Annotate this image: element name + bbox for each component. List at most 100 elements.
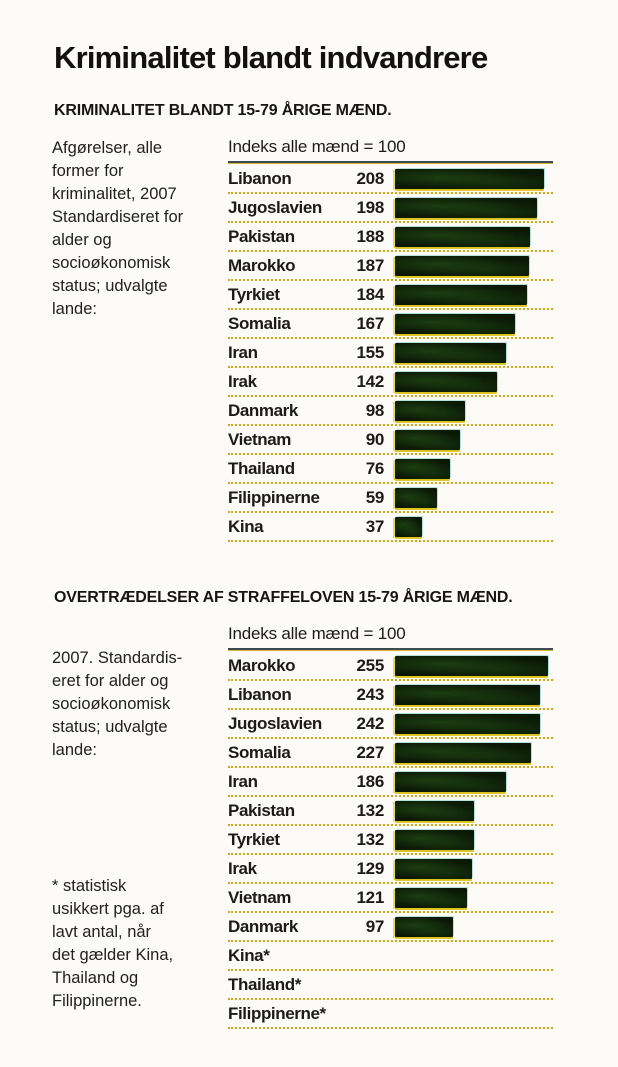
row-value: 59 — [365, 487, 385, 507]
row-country-label: Filippinerne* — [228, 1003, 326, 1023]
chart-2-axis-header: Indeks alle mænd = 100 — [228, 624, 406, 643]
row-country-label: Vietnam — [228, 887, 292, 907]
row-value: 255 — [356, 655, 385, 675]
row-bar-zone — [395, 945, 553, 966]
chart-1-rows: Libanon 208 Jugoslavien 198 Pakistan 188… — [228, 165, 553, 542]
row-value: 129 — [356, 858, 385, 878]
row-bar — [395, 256, 530, 276]
chart-2-rows: Marokko 255 Libanon 243 Jugoslavien 242 … — [228, 652, 553, 1029]
row-bar-zone — [395, 400, 553, 421]
row-value: 98 — [365, 400, 385, 420]
row-bar-zone — [395, 226, 553, 247]
page-title: Kriminalitet blandt indvandrere — [54, 40, 488, 75]
row-country-label: Kina* — [228, 945, 270, 965]
chart-2: Indeks alle mænd = 100 Marokko 255 Liban… — [228, 624, 553, 1029]
row-bar-zone — [395, 429, 553, 450]
section-spacer — [52, 542, 566, 589]
row-country-label: Somalia — [228, 313, 291, 333]
row-bar-zone — [395, 771, 553, 792]
table-row: Thailand* — [228, 971, 553, 1000]
row-bar — [395, 743, 531, 763]
row-bar — [395, 314, 515, 334]
chart-2-sidebar-note: 2007. Standardis- eret for alder og soci… — [52, 649, 183, 759]
row-country-label: Tyrkiet — [228, 829, 280, 849]
row-bar-zone — [395, 974, 553, 995]
row-country-label: Vietnam — [228, 429, 292, 449]
table-row: Pakistan 132 — [228, 797, 553, 826]
row-bar — [395, 488, 438, 508]
row-value: 142 — [356, 371, 385, 391]
row-value: 184 — [356, 284, 385, 304]
row-bar — [395, 459, 450, 479]
row-value: 187 — [356, 255, 385, 275]
chart-1-block: Afgørelser, alle former for kriminalitet… — [52, 137, 566, 542]
row-bar — [395, 343, 507, 363]
table-row: Libanon 243 — [228, 681, 553, 710]
row-bar-zone — [395, 742, 553, 763]
table-row: Marokko 187 — [228, 252, 553, 281]
row-bar — [395, 830, 474, 850]
row-bar — [395, 801, 474, 821]
row-bar — [395, 859, 473, 879]
row-bar-zone — [395, 829, 553, 850]
row-bar — [395, 714, 540, 734]
table-row: Tyrkiet 184 — [228, 281, 553, 310]
row-value: 155 — [356, 342, 385, 362]
chart-2-footnote: * statistisk usikkert pga. af lavt antal… — [52, 877, 174, 1010]
table-row: Filippinerne* — [228, 1000, 553, 1029]
row-bar-zone — [395, 516, 553, 537]
row-country-label: Irak — [228, 858, 257, 878]
row-bar-zone — [395, 858, 553, 879]
chart-1: Indeks alle mænd = 100 Libanon 208 Jugos… — [228, 137, 553, 542]
row-country-label: Filippinerne — [228, 487, 320, 507]
infographic: Kriminalitet blandt indvandrere KRIMINAL… — [52, 40, 566, 1036]
row-bar-zone — [395, 887, 553, 908]
row-bar-zone — [395, 342, 553, 363]
row-bar-zone — [395, 284, 553, 305]
row-bar — [395, 917, 454, 937]
row-value: 132 — [356, 800, 385, 820]
row-country-label: Pakistan — [228, 800, 295, 820]
chart-2-block: 2007. Standardis- eret for alder og soci… — [52, 624, 566, 1036]
row-value: 243 — [356, 684, 385, 704]
table-row: Jugoslavien 242 — [228, 710, 553, 739]
row-bar — [395, 430, 460, 450]
row-country-label: Pakistan — [228, 226, 295, 246]
row-bar — [395, 401, 466, 421]
row-country-label: Danmark — [228, 916, 298, 936]
row-value: 97 — [365, 916, 385, 936]
section-2-heading: OVERTRÆDELSER AF STRAFFELOVEN 15-79 ÅRIG… — [54, 589, 513, 606]
table-row: Iran 186 — [228, 768, 553, 797]
table-row: Somalia 227 — [228, 739, 553, 768]
row-bar-zone — [395, 713, 553, 734]
table-row: Irak 142 — [228, 368, 553, 397]
row-value: 90 — [365, 429, 385, 449]
row-bar-zone — [395, 197, 553, 218]
row-bar — [395, 656, 548, 676]
chart-1-sidebar-note: Afgørelser, alle former for kriminalitet… — [52, 139, 184, 318]
row-bar — [395, 517, 422, 537]
row-value: 76 — [365, 458, 385, 478]
row-value: 198 — [356, 197, 385, 217]
row-country-label: Jugoslavien — [228, 197, 322, 217]
table-row: Danmark 98 — [228, 397, 553, 426]
row-bar-zone — [395, 487, 553, 508]
row-value: 37 — [365, 516, 385, 536]
row-bar — [395, 372, 497, 392]
table-row: Pakistan 188 — [228, 223, 553, 252]
row-country-label: Iran — [228, 771, 258, 791]
row-value: 186 — [356, 771, 385, 791]
row-country-label: Kina — [228, 516, 264, 536]
row-country-label: Irak — [228, 371, 257, 391]
section-1-heading: KRIMINALITET BLANDT 15-79 ÅRIGE MÆND. — [54, 102, 392, 119]
row-bar-zone — [395, 371, 553, 392]
row-bar — [395, 285, 528, 305]
chart-2-sidebar: 2007. Standardis- eret for alder og soci… — [52, 624, 228, 1036]
table-row: Marokko 255 — [228, 652, 553, 681]
table-row: Kina 37 — [228, 513, 553, 542]
table-row: Thailand 76 — [228, 455, 553, 484]
row-country-label: Libanon — [228, 168, 292, 188]
table-row: Filippinerne 59 — [228, 484, 553, 513]
row-value: 121 — [356, 887, 385, 907]
row-country-label: Thailand — [228, 458, 295, 478]
